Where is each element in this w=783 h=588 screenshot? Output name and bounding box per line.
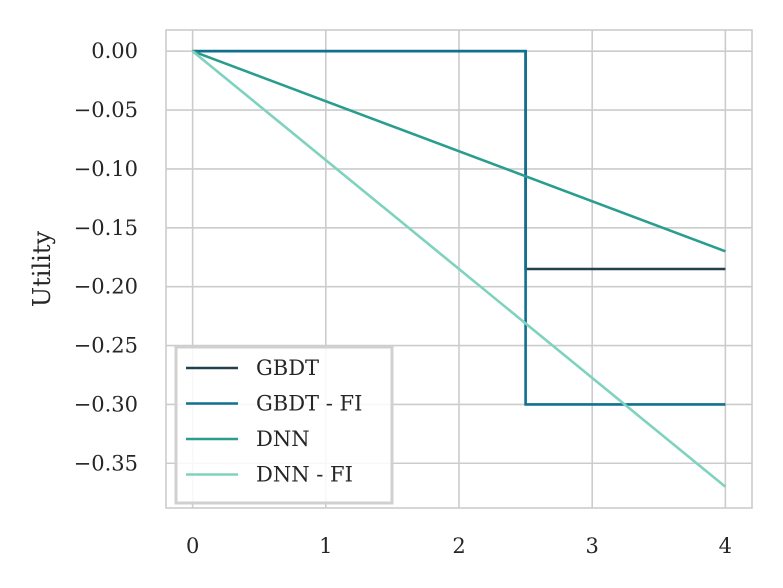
x-axis-ticks: 0 1 2 3 4 xyxy=(186,534,732,558)
y-axis-label: Utility xyxy=(28,231,56,308)
y-axis-ticks: 0.00 −0.05 −0.10 −0.15 −0.20 −0.25 −0.30 −0.35 xyxy=(74,39,138,475)
series-line xyxy=(192,49,726,253)
x-tick-label: 0 xyxy=(186,534,199,558)
series-lines xyxy=(191,49,727,488)
plot-frame xyxy=(165,29,753,509)
series-line xyxy=(191,50,727,488)
legend-label: GBDT - FI xyxy=(256,392,362,416)
legend-box xyxy=(174,345,394,505)
legend-items: GBDT GBDT - FI DNN DNN - FI xyxy=(186,356,362,487)
y-tick-label: −0.25 xyxy=(74,334,138,358)
y-tick-label: −0.15 xyxy=(74,216,138,240)
y-tick-label: −0.30 xyxy=(74,392,138,416)
y-tick-label: −0.10 xyxy=(74,157,138,181)
y-tick-label: 0.00 xyxy=(91,39,138,63)
x-tick-label: 4 xyxy=(719,534,732,558)
legend-label: DNN xyxy=(256,427,310,451)
legend-label: GBDT xyxy=(256,356,319,380)
legend-label: DNN - FI xyxy=(256,463,353,487)
x-tick-label: 3 xyxy=(585,534,598,558)
y-tick-label: −0.20 xyxy=(74,275,138,299)
y-tick-label: −0.05 xyxy=(74,98,138,122)
y-tick-label: −0.35 xyxy=(74,451,138,475)
x-tick-label: 2 xyxy=(452,534,465,558)
legend: GBDT GBDT - FI DNN DNN - FI xyxy=(174,345,394,505)
x-tick-label: 1 xyxy=(319,534,332,558)
